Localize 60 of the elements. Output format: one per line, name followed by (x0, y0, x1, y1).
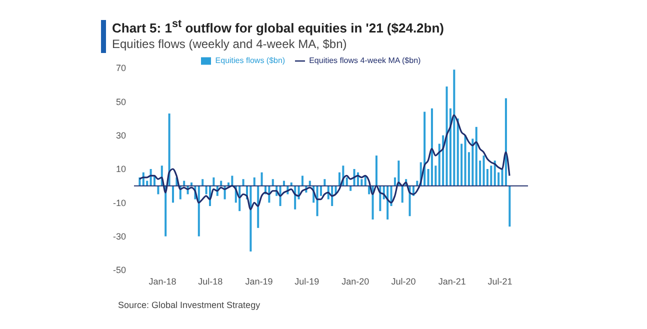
bar (242, 179, 244, 186)
bar (446, 86, 448, 186)
bar (430, 108, 433, 186)
bar (482, 156, 485, 186)
chart-title: Chart 5: 1$^{st}$ outflow for global equities in '21 ($24.2bn) (112, 18, 444, 36)
x-tick-label: Jul-19 (294, 276, 320, 286)
bar (260, 172, 263, 186)
bar (456, 118, 459, 186)
bar (508, 186, 511, 227)
bar (202, 179, 204, 186)
y-tick-label: 70 (116, 63, 126, 74)
source-note: Source: Global Investment Strategy (118, 300, 260, 310)
bar (253, 177, 256, 186)
x-tick-label: Jul-20 (391, 276, 416, 286)
y-tick-label: 10 (116, 164, 126, 174)
legend-label: Equities flows ($bn) (215, 56, 286, 66)
y-tick-label: -10 (112, 198, 126, 208)
x-tick-label: Jul-21 (488, 276, 512, 286)
bar (442, 135, 444, 186)
bar (282, 180, 285, 186)
bar (183, 180, 186, 186)
bar (198, 186, 200, 236)
bar (475, 126, 478, 186)
y-tick-label: 30 (116, 130, 126, 141)
x-tick-label: Jan-20 (342, 276, 370, 286)
bar (257, 186, 260, 228)
bar (375, 156, 378, 186)
bar (231, 176, 234, 186)
bar (168, 113, 170, 186)
bar (504, 98, 507, 186)
bar (316, 186, 318, 216)
y-tick-label: 50 (116, 96, 126, 107)
bar (453, 70, 456, 186)
bar (490, 166, 492, 186)
bar (350, 186, 352, 191)
bar (368, 186, 370, 194)
bar (324, 179, 326, 186)
bar (301, 176, 304, 186)
bar (212, 177, 215, 186)
x-tick-label: Jul-18 (198, 276, 223, 286)
bar (346, 177, 348, 186)
y-tick-label: -50 (112, 265, 126, 276)
bar (464, 135, 466, 186)
chart-subtitle: Equities flows (weekly and 4-week MA, $bn) (112, 37, 347, 51)
y-tick-label: -30 (112, 232, 126, 242)
bar (250, 186, 252, 252)
bar (401, 186, 404, 203)
bar (416, 180, 418, 186)
bar (172, 186, 174, 203)
bar (472, 138, 474, 186)
legend-label: Equities flows 4-week MA ($bn) (309, 56, 421, 66)
bar (272, 179, 274, 186)
x-tick-label: Jan-18 (148, 276, 176, 286)
bar (157, 186, 160, 194)
x-tick-label: Jan-21 (438, 276, 466, 286)
bar (386, 186, 389, 220)
bar (424, 112, 426, 186)
x-tick-label: Jan-19 (245, 276, 273, 286)
bar (220, 180, 222, 186)
bar (308, 180, 311, 186)
